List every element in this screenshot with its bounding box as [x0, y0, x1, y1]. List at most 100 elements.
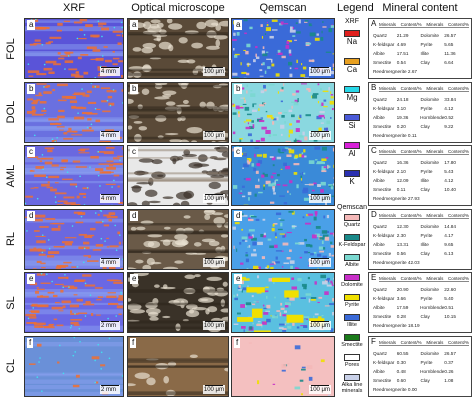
row-label: FOL	[5, 37, 17, 60]
table-cell: 24.18	[396, 96, 409, 102]
panel-label: d	[27, 210, 36, 221]
legend-element-label: K	[349, 177, 355, 186]
table-cell: Albite	[373, 51, 385, 56]
table-header-cell: Content/%	[400, 149, 422, 154]
panel-label: b	[27, 83, 36, 94]
table-cell: 17.51	[396, 51, 409, 56]
scale-bar: 100 μm	[308, 384, 331, 394]
table-header-cell: Minerals	[426, 212, 444, 218]
table-cell: 9.22	[444, 123, 454, 129]
row-label: SL	[5, 295, 17, 310]
table-cell: Quartz	[373, 350, 388, 356]
table-header-cell: Content/%	[400, 212, 422, 218]
table-cell: Quartz	[373, 160, 388, 165]
table-cell: 5.43	[444, 169, 454, 174]
legend-mineral-label: Albite	[345, 262, 359, 268]
table-cell: Clay	[420, 377, 430, 383]
table-header-cell: Minerals	[379, 22, 397, 27]
legend-element-label: Na	[346, 37, 358, 46]
table-row: K-feldspar 3.66 Pyrite 5.40	[373, 296, 468, 301]
scale-bar: 4 mm	[100, 130, 120, 140]
reedmergnerite-value: Reedmergnerite 27.93	[373, 196, 420, 201]
mineral-content-table: D Minerals Content/% Minerals Content/% Quart…	[368, 208, 472, 270]
legend-swatch	[344, 142, 360, 149]
panel-label: c	[130, 147, 138, 157]
table-letter: C	[371, 146, 377, 155]
panel-label: f	[27, 337, 34, 348]
reedmergnerite-value: Reedmergnerite 42.03	[373, 259, 420, 265]
table-cell: Quartz	[373, 96, 388, 102]
table-row: Quartz 21.29 Dolomite 26.57	[373, 33, 468, 38]
mineral-content-table: B Minerals Content/% Minerals Content/% Quart…	[368, 81, 472, 143]
table-cell: 10.40	[444, 187, 456, 192]
table-header-cell: Content/%	[400, 85, 422, 91]
table-row: Albite 17.59 Hornblende 0.51	[373, 305, 468, 310]
table-row: K-feldspar 0.30 Pyrite 0.37	[373, 360, 468, 365]
legend-mineral-label: Alka line minerals	[341, 382, 363, 394]
table-header-cell: Content/%	[400, 339, 422, 345]
table-row: Smectite 0.60 Clay 1.08	[373, 378, 468, 383]
scale-bar: 100 μm	[308, 257, 331, 267]
scale-bar: 100 μm	[202, 67, 225, 76]
scale-bar: 100 μm	[202, 194, 225, 203]
optical-micrograph-panel: d 100 μm	[127, 208, 229, 270]
table-cell: 26.57	[444, 33, 456, 38]
table-header: Minerals Content/% Minerals Content/%	[379, 276, 469, 282]
legend-swatch	[344, 314, 360, 321]
legend-swatch	[344, 30, 360, 37]
row-label: DOL	[5, 100, 17, 124]
table-header-cell: Content/%	[447, 212, 469, 218]
qemscan-map-panel: e 100 μm	[231, 272, 335, 333]
legend-swatch	[344, 334, 360, 341]
table-letter: A	[371, 19, 377, 28]
table-row: Quartz 12.30 Dolomite 14.84	[373, 224, 468, 229]
row-label: CL	[5, 358, 17, 374]
row-label: RL	[5, 231, 17, 247]
table-cell: Clay	[420, 60, 430, 65]
table-header-cell: Content/%	[447, 22, 469, 27]
panel-label: c	[27, 147, 35, 157]
table-header-cell: Minerals	[426, 149, 444, 154]
qemscan-map-panel: c 100 μm	[231, 145, 335, 206]
legend-swatch	[344, 214, 360, 221]
table-cell: Albite	[373, 241, 385, 247]
table-cell: Pyrite	[420, 42, 433, 47]
table-row: Smectite 0.54 Clay 6.64	[373, 60, 468, 65]
table-cell: 0.48	[396, 368, 406, 374]
xrf-map-panel: c 4 mm	[24, 145, 124, 206]
legend-mineral-label: Dolomite	[341, 282, 363, 288]
table-header-cell: Content/%	[400, 22, 422, 27]
table-cell: 6.64	[444, 60, 454, 65]
table-row: Quartz 60.55 Dolomite 26.57	[373, 351, 468, 356]
scale-bar: 100 μm	[202, 257, 225, 267]
legend-swatch	[344, 170, 360, 177]
legend-swatch	[344, 114, 360, 121]
legend-mineral-label: Pores	[344, 362, 360, 368]
legend-swatch	[344, 354, 360, 361]
optical-micrograph-panel: a 100 μm	[127, 18, 229, 79]
table-row: Albite 12.09 Illite 4.12	[373, 178, 468, 183]
scale-bar: 4 mm	[100, 194, 120, 203]
table-cell: Albite	[373, 178, 385, 183]
row-label: AML	[5, 164, 17, 187]
table-cell: 1.08	[444, 377, 454, 383]
scale-bar: 100 μm	[202, 384, 225, 394]
table-cell: 17.59	[396, 305, 409, 310]
table-cell: 0.52	[444, 114, 454, 120]
table-header-cell: Content/%	[447, 339, 469, 345]
table-cell: K-feldspar	[373, 42, 395, 47]
table-cell: Dolomite	[420, 350, 440, 356]
table-header-cell: Minerals	[426, 85, 444, 91]
table-cell: 9.65	[444, 241, 454, 247]
table-letter: D	[371, 209, 377, 219]
panel-label: d	[234, 210, 243, 221]
panel-label: d	[130, 210, 139, 221]
mineral-content-table: F Minerals Content/% Minerals Content/% Quart…	[368, 335, 472, 397]
table-row: Albite 13.31 Illite 9.65	[373, 242, 468, 247]
table-header-cell: Minerals	[379, 212, 397, 218]
xrf-map-panel: d 4 mm	[24, 208, 124, 270]
table-cell: Albite	[373, 114, 385, 120]
table-header-cell: Content/%	[400, 276, 422, 281]
table-header: Minerals Content/% Minerals Content/%	[379, 340, 469, 346]
table-header-cell: Content/%	[447, 276, 469, 281]
